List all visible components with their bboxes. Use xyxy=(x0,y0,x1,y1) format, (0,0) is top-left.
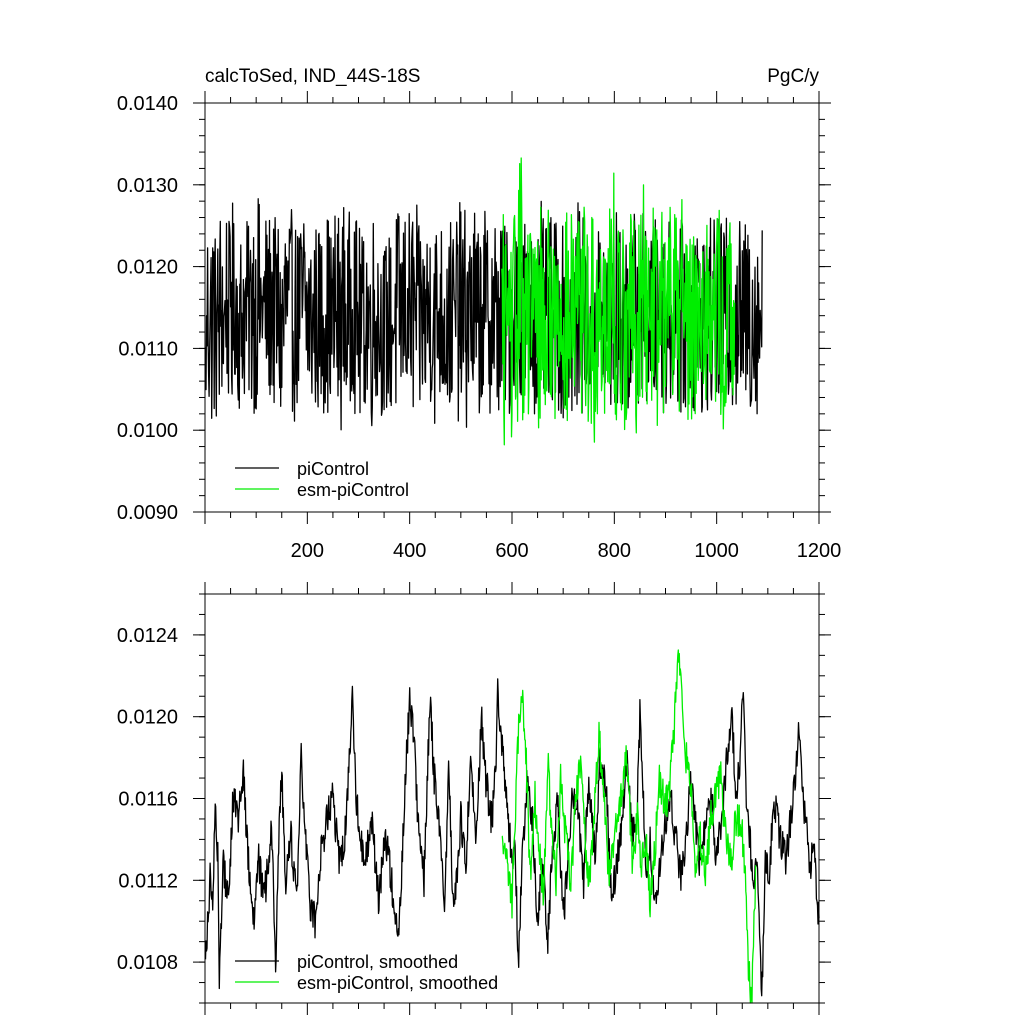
top-ytick-label: 0.0090 xyxy=(117,502,178,524)
bottom-ytick-label: 0.0116 xyxy=(118,789,178,811)
legend-label-picontrol: piControl xyxy=(297,459,369,479)
bottom-axes: 0.0108 0.0112 0.0116 0.0120 0.0124 xyxy=(117,582,831,1015)
chart-title: calcToSed, IND_44S-18S xyxy=(205,66,420,87)
top-xtick-label: 200 xyxy=(291,540,324,562)
legend-label-esm-picontrol-smoothed: esm-piControl, smoothed xyxy=(297,973,498,993)
top-series-group xyxy=(204,157,763,446)
chart-top-panel: calcToSed, IND_44S-18S PgC/y 0.0090 0.010… xyxy=(117,66,841,562)
top-legend: piControl esm-piControl xyxy=(235,459,409,500)
bottom-series-line-esm-picontrol-smoothed xyxy=(501,649,757,1004)
bottom-series-group xyxy=(204,649,820,1004)
top-series-line-esm-picontrol xyxy=(501,157,736,446)
top-xtick-label: 800 xyxy=(598,540,631,562)
legend-label-esm-picontrol: esm-piControl xyxy=(297,480,409,500)
top-ytick-label: 0.0140 xyxy=(117,93,178,115)
top-ytick-label: 0.0130 xyxy=(117,175,178,197)
top-ytick-label: 0.0110 xyxy=(118,338,178,360)
bottom-plot-frame xyxy=(204,593,820,1004)
bottom-ytick-label: 0.0120 xyxy=(117,707,178,729)
legend-label-picontrol-smoothed: piControl, smoothed xyxy=(297,952,458,972)
top-xtick-label: 1200 xyxy=(797,540,842,562)
bottom-series-line-picontrol-smoothed xyxy=(204,678,820,997)
bottom-ytick-label: 0.0112 xyxy=(118,870,178,892)
top-xtick-label: 1000 xyxy=(694,540,739,562)
units-label: PgC/y xyxy=(767,66,819,87)
top-plot-frame xyxy=(204,102,820,513)
top-xtick-label: 600 xyxy=(495,540,528,562)
top-axes: 0.0090 0.0100 0.0110 0.0120 0.0130 0.0140 200 4… xyxy=(117,91,841,562)
bottom-ytick-label: 0.0124 xyxy=(117,625,178,647)
top-xtick-label: 400 xyxy=(393,540,426,562)
top-ytick-label: 0.0100 xyxy=(117,420,178,442)
top-ytick-label: 0.0120 xyxy=(117,257,178,279)
chart-bottom-panel: 0.0108 0.0112 0.0116 0.0120 0.0124 piControl… xyxy=(117,582,831,1015)
bottom-legend: piControl, smoothed esm-piControl, smoot… xyxy=(235,952,498,993)
bottom-ytick-label: 0.0108 xyxy=(117,952,178,974)
